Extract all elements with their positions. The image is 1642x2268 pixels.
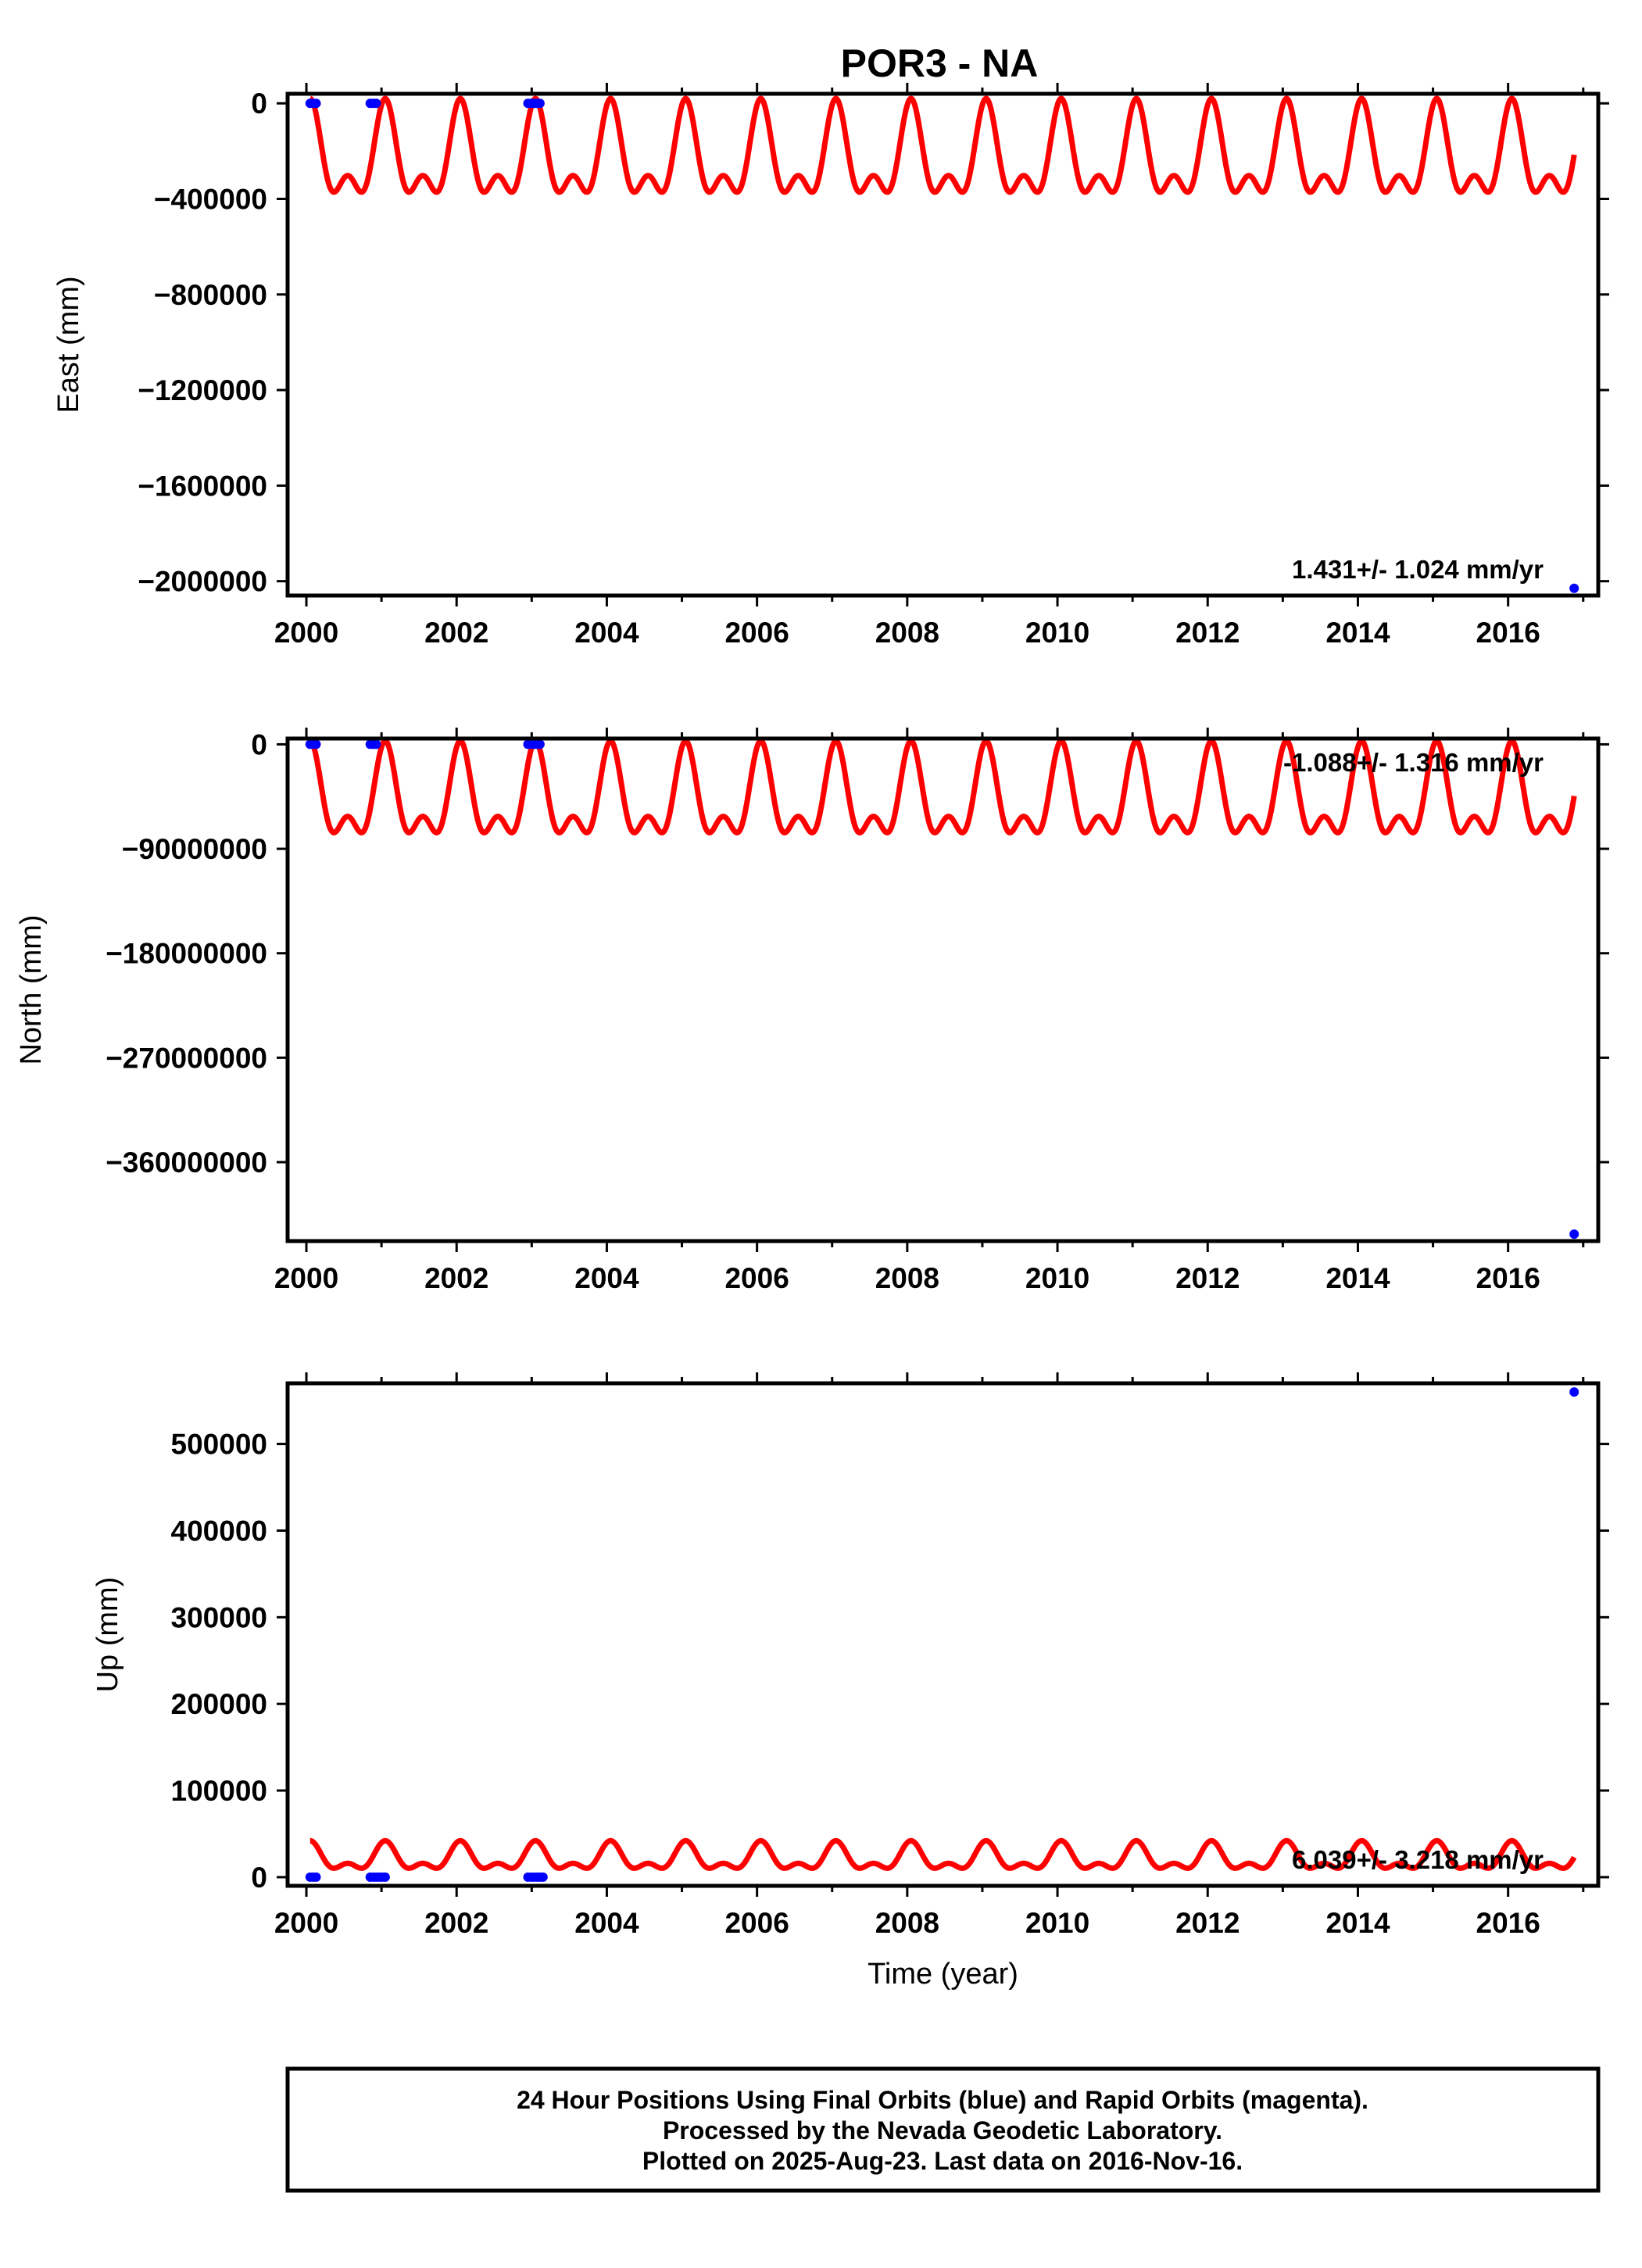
up-y-axis-label: Up (mm): [91, 1577, 124, 1693]
east-y-tick-label: −1200000: [138, 374, 267, 406]
north-x-tick-label: 2002: [424, 1262, 488, 1294]
east-model-line: [309, 95, 1577, 195]
north-y-tick-label: −180000000: [106, 938, 267, 970]
north-x-tick-label: 2012: [1175, 1262, 1240, 1294]
north-y-tick-label: −360000000: [106, 1147, 267, 1179]
up-x-tick-label: 2006: [724, 1907, 789, 1939]
east-x-tick-label: 2008: [875, 617, 939, 649]
east-rate-label: 1.431+/- 1.024 mm/yr: [1292, 555, 1544, 584]
north-data-point: [371, 739, 381, 749]
east-x-tick-label: 2004: [574, 617, 639, 649]
east-x-tick-label: 2012: [1175, 617, 1240, 649]
east-y-tick-label: −400000: [154, 184, 267, 216]
footer-line-1: 24 Hour Positions Using Final Orbits (bl…: [517, 2086, 1368, 2114]
up-model-line: [309, 1837, 1577, 1871]
east-x-tick-label: 2002: [424, 617, 488, 649]
east-panel: 2000 2002 2004 2006 2008 2010 2012 2014 2016 0 −40…: [52, 83, 1609, 649]
north-rate-label: -1.088+/- 1.316 mm/yr: [1283, 748, 1544, 777]
north-model-line: [309, 739, 1577, 835]
east-x-tick-label: 2000: [274, 617, 338, 649]
north-panel: 2000 2002 2004 2006 2008 2010 2012 2014 2016 0 −90…: [15, 728, 1609, 1294]
north-x-tick-label: 2010: [1025, 1262, 1089, 1294]
up-x-tick-label: 2000: [274, 1907, 338, 1939]
east-data-point: [371, 98, 381, 109]
up-x-tick-label: 2012: [1175, 1907, 1240, 1939]
up-data-point: [311, 1872, 321, 1882]
north-plot-frame: [285, 736, 1601, 1243]
north-data-point: [535, 739, 545, 749]
east-data-point: [1569, 583, 1579, 593]
up-y-tick-label: 400000: [171, 1515, 267, 1547]
east-x-tick-label: 2014: [1325, 617, 1390, 649]
up-y-tick-label: 300000: [171, 1601, 267, 1633]
footer-line-2: Processed by the Nevada Geodetic Laborat…: [663, 2116, 1222, 2145]
up-y-tick-label: 0: [251, 1862, 267, 1894]
up-x-tick-label: 2010: [1025, 1907, 1089, 1939]
up-y-tick-label: 100000: [171, 1775, 267, 1807]
north-x-tick-label: 2000: [274, 1262, 338, 1294]
up-y-tick-label: 500000: [171, 1429, 267, 1461]
up-x-tick-label: 2004: [574, 1907, 639, 1939]
up-x-tick-label: 2008: [875, 1907, 939, 1939]
north-y-tick-label: −90000000: [122, 833, 267, 865]
north-data-point: [1569, 1229, 1579, 1240]
figure-title: POR3 - NA: [841, 41, 1039, 85]
north-y-axis-label: North (mm): [15, 914, 48, 1064]
east-y-axis-label: East (mm): [52, 276, 85, 413]
east-x-tick-label: 2016: [1476, 617, 1540, 649]
north-y-tick-label: 0: [251, 728, 267, 760]
east-y-tick-label: −1600000: [138, 470, 267, 502]
footer-line-3: Plotted on 2025-Aug-23. Last data on 201…: [642, 2147, 1243, 2175]
up-rate-label: 6.039+/- 3.218 mm/yr: [1292, 1845, 1544, 1874]
north-y-tick-label: −270000000: [106, 1042, 267, 1074]
north-x-tick-label: 2016: [1476, 1262, 1540, 1294]
up-x-tick-label: 2002: [424, 1907, 488, 1939]
north-x-tick-label: 2008: [875, 1262, 939, 1294]
east-x-tick-label: 2010: [1025, 617, 1089, 649]
footer-frame: [285, 2066, 1601, 2193]
up-plot-frame: [285, 1381, 1601, 1888]
east-data-point: [535, 98, 545, 109]
east-data-point: [311, 98, 321, 109]
north-data-point: [311, 739, 321, 749]
north-x-tick-label: 2014: [1325, 1262, 1390, 1294]
east-x-tick-label: 2006: [724, 617, 789, 649]
east-plot-frame: [285, 91, 1601, 598]
east-y-tick-label: −2000000: [138, 566, 267, 598]
footer-box: 24 Hour Positions Using Final Orbits (bl…: [285, 2066, 1601, 2193]
north-x-tick-label: 2004: [574, 1262, 639, 1294]
x-axis-label: Time (year): [868, 1958, 1018, 1991]
east-y-tick-label: 0: [251, 88, 267, 120]
up-data-point: [538, 1872, 548, 1882]
up-y-tick-label: 200000: [171, 1688, 267, 1720]
up-x-tick-label: 2014: [1325, 1907, 1390, 1939]
north-x-tick-label: 2006: [724, 1262, 789, 1294]
up-x-tick-label: 2016: [1476, 1907, 1540, 1939]
east-y-tick-label: −800000: [154, 279, 267, 311]
up-panel: 2000 2002 2004 2006 2008 2010 2012 2014 2016 0 100…: [91, 1372, 1609, 1991]
up-data-point: [1569, 1387, 1579, 1397]
up-data-point: [380, 1872, 390, 1882]
